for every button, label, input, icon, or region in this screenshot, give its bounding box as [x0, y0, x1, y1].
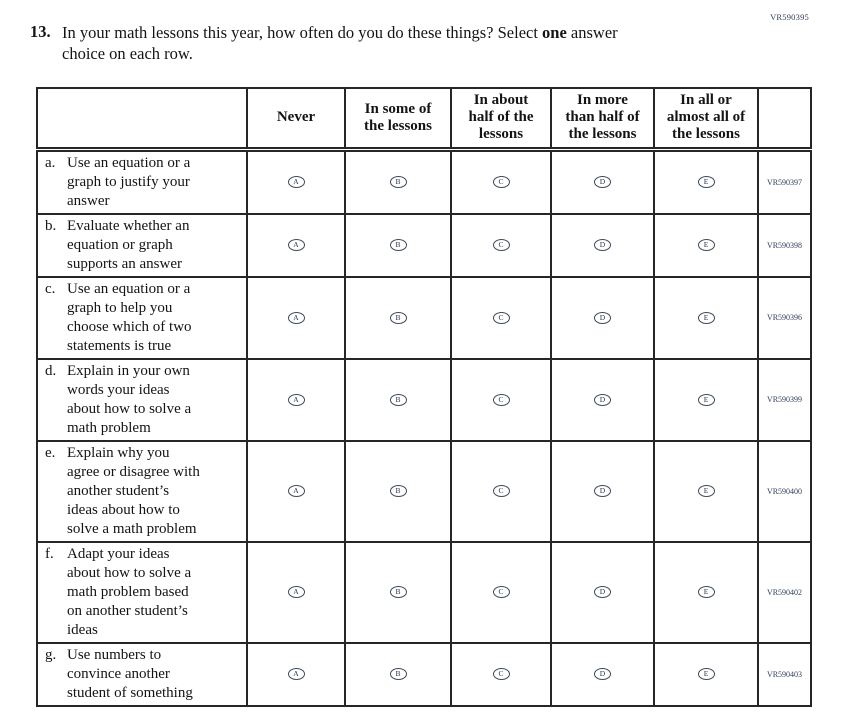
- answer-bubble-b[interactable]: B: [389, 311, 407, 324]
- column-header-some: In some of the lessons: [344, 87, 452, 152]
- row-code: VR590397: [757, 148, 812, 215]
- table-row-c: c. Use an equation or a graph to help you…: [36, 275, 812, 360]
- row-letter: f.: [45, 545, 54, 562]
- answer-bubble-b[interactable]: B: [389, 668, 407, 681]
- answer-bubble-b[interactable]: B: [389, 586, 407, 599]
- answer-bubble-e[interactable]: E: [697, 485, 715, 498]
- answer-bubble-e[interactable]: E: [697, 393, 715, 406]
- row-code: VR590402: [757, 540, 812, 644]
- answer-bubble-c[interactable]: C: [492, 239, 510, 252]
- answer-bubble-c[interactable]: C: [492, 668, 510, 681]
- row-statement: Use an equation or a graph to help you c…: [67, 280, 192, 354]
- row-code: VR590400: [757, 439, 812, 543]
- question-number: 13.: [30, 22, 51, 41]
- row-letter: e.: [45, 444, 56, 461]
- table-row-g: g. Use numbers to convince another studen…: [36, 641, 812, 707]
- answer-bubble-a[interactable]: A: [287, 485, 305, 498]
- row-statement: Explain why you agree or disagree with a…: [67, 444, 200, 537]
- answer-bubble-d[interactable]: D: [594, 176, 611, 189]
- row-code: VR590403: [757, 641, 812, 707]
- question-bold-word: one: [542, 23, 567, 42]
- table-row-e: e. Explain why you agree or disagree with…: [36, 439, 812, 543]
- answer-bubble-a[interactable]: A: [287, 586, 305, 599]
- answer-bubble-d[interactable]: D: [594, 311, 611, 324]
- header-row: Never In some of the lessons In about ha…: [36, 87, 812, 152]
- row-letter: g.: [45, 646, 57, 663]
- column-header-more-than-half: In more than half of the lessons: [550, 87, 655, 152]
- column-header-code: [757, 87, 812, 152]
- answer-bubble-e[interactable]: E: [697, 586, 715, 599]
- row-statement: Explain in your own words your ideas abo…: [67, 362, 192, 436]
- column-header-statement: [36, 87, 248, 152]
- answer-bubble-e[interactable]: E: [697, 176, 715, 189]
- column-header-about-half: In about half of the lessons: [450, 87, 552, 152]
- row-letter: d.: [45, 362, 57, 379]
- column-header-never: Never: [246, 87, 346, 152]
- row-code: VR590399: [757, 357, 812, 442]
- answer-bubble-d[interactable]: D: [594, 485, 611, 498]
- row-letter: b.: [45, 217, 57, 234]
- row-letter: c.: [45, 280, 56, 297]
- answer-bubble-e[interactable]: E: [697, 239, 715, 252]
- row-statement: Use numbers to convince another student …: [67, 646, 193, 701]
- answer-bubble-b[interactable]: B: [389, 176, 407, 189]
- table-row-f: f. Adapt your ideas about how to solve a …: [36, 540, 812, 644]
- answer-bubble-a[interactable]: A: [287, 311, 305, 324]
- table-row-d: d. Explain in your own words your ideas a…: [36, 357, 812, 442]
- answer-bubble-b[interactable]: B: [389, 239, 407, 252]
- answer-bubble-d[interactable]: D: [594, 239, 611, 252]
- question-text-start: In your math lessons this year, how ofte…: [62, 23, 543, 42]
- answer-bubble-a[interactable]: A: [287, 668, 305, 681]
- column-header-all-or-almost: In all or almost all of the lessons: [653, 87, 759, 152]
- row-statement: Evaluate whether an equation or graph su…: [67, 217, 190, 272]
- question-text: In your math lessons this year, how ofte…: [62, 22, 722, 64]
- answer-bubble-a[interactable]: A: [287, 393, 305, 406]
- table-row-a: a. Use an equation or a graph to justify …: [36, 148, 812, 215]
- question-block: 13. In your math lessons this year, how …: [30, 22, 722, 64]
- row-statement: Use an equation or a graph to justify yo…: [67, 154, 191, 209]
- answer-bubble-d[interactable]: D: [594, 668, 611, 681]
- answer-bubble-c[interactable]: C: [492, 176, 510, 189]
- form-code: VR590395: [770, 12, 809, 22]
- row-code: VR590398: [757, 212, 812, 278]
- row-letter: a.: [45, 154, 56, 171]
- row-code: VR590396: [757, 275, 812, 360]
- answer-bubble-c[interactable]: C: [492, 311, 510, 324]
- answer-bubble-d[interactable]: D: [594, 586, 611, 599]
- answer-bubble-a[interactable]: A: [287, 239, 305, 252]
- answer-bubble-d[interactable]: D: [594, 393, 611, 406]
- answer-bubble-e[interactable]: E: [697, 668, 715, 681]
- table-row-b: b. Evaluate whether an equation or graph …: [36, 212, 812, 278]
- frequency-matrix-table: Never In some of the lessons In about ha…: [36, 87, 812, 707]
- answer-bubble-e[interactable]: E: [697, 311, 715, 324]
- row-statement: Adapt your ideas about how to solve a ma…: [67, 545, 192, 638]
- answer-bubble-b[interactable]: B: [389, 485, 407, 498]
- question-text-end: answer choice on each row.: [62, 23, 618, 63]
- answer-bubble-c[interactable]: C: [492, 393, 510, 406]
- answer-bubble-c[interactable]: C: [492, 586, 510, 599]
- answer-bubble-c[interactable]: C: [492, 485, 510, 498]
- answer-bubble-b[interactable]: B: [389, 393, 407, 406]
- answer-bubble-a[interactable]: A: [287, 176, 305, 189]
